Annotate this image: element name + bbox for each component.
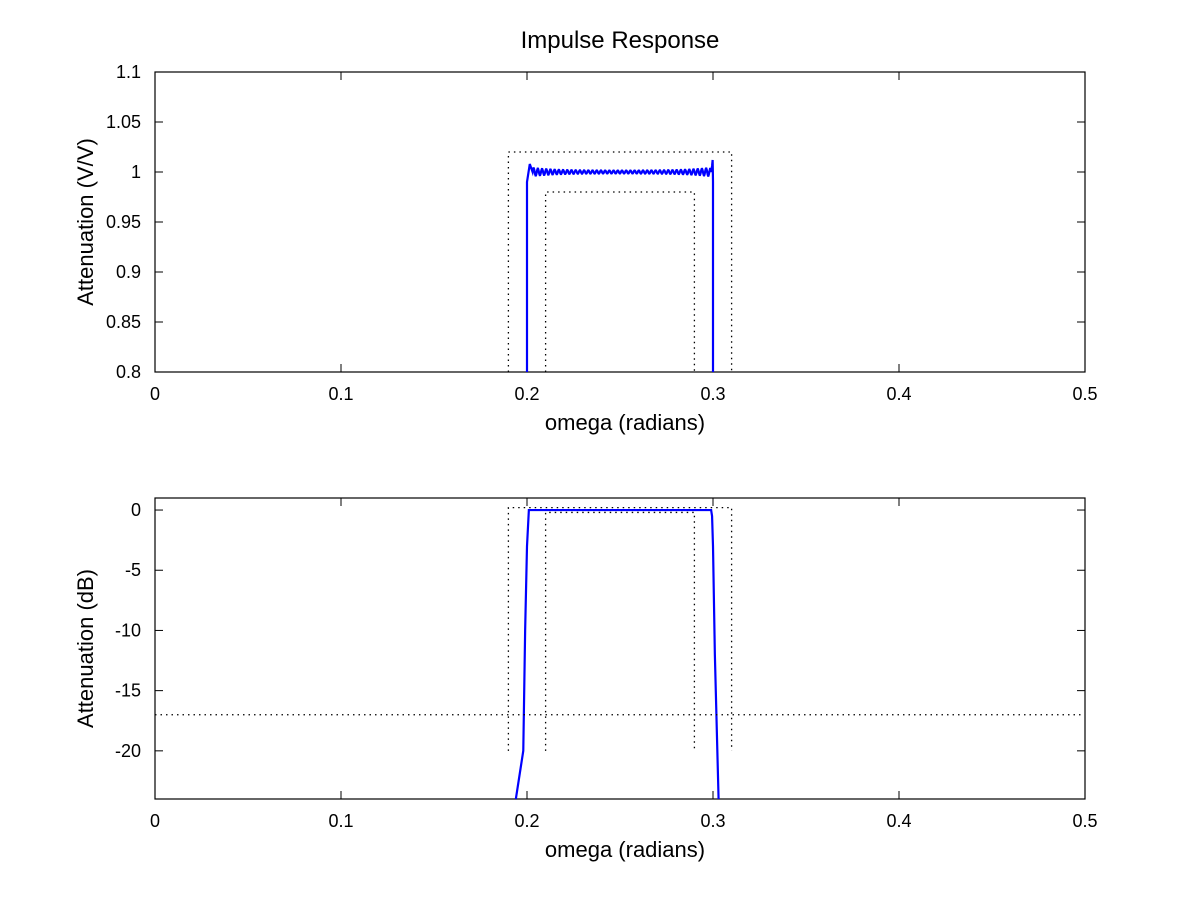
plot-frame — [154, 497, 1086, 800]
y-tick-label: -20 — [115, 741, 141, 761]
x-tick-label: 0.4 — [886, 384, 911, 404]
x-axis-label: omega (radians) — [545, 837, 705, 862]
y-tick-label: 0.9 — [116, 262, 141, 282]
series-line-magnitude-response-db- — [514, 508, 720, 799]
series-line-inner-bound — [544, 191, 696, 372]
bottom-panel-decibels: 0 0.1 0.2 0.3 0.4 0.5 -20 -15 -10 -5 0 omega (radia… — [73, 497, 1098, 862]
x-tick-label: 0.1 — [328, 384, 353, 404]
x-axis-label: omega (radians) — [545, 410, 705, 435]
x-tick-label: 0.3 — [700, 811, 725, 831]
x-tick-label: 0.1 — [328, 811, 353, 831]
chart-title: Impulse Response — [521, 27, 720, 54]
y-tick-label: 0.8 — [116, 362, 141, 382]
y-tick-label: 0.95 — [106, 212, 141, 232]
y-tick-label: -10 — [115, 620, 141, 640]
series-line-inner-bound — [544, 511, 696, 751]
y-tick-label: -5 — [125, 560, 141, 580]
x-tick-label: 0.5 — [1072, 384, 1097, 404]
series-line-outer-bound — [507, 506, 733, 751]
series-line-magnitude-response — [525, 159, 715, 372]
top-panel-magnitude: 0 0.1 0.2 0.3 0.4 0.5 0.8 0.85 0.9 0.95 1 1.05 1.1 om… — [73, 62, 1098, 435]
x-tick-label: 0.2 — [514, 384, 539, 404]
y-tick-label: 1 — [131, 162, 141, 182]
y-axis-label: Attenuation (V/V) — [73, 138, 98, 306]
y-tick-label: 1.05 — [106, 112, 141, 132]
x-tick-label: 0.4 — [886, 811, 911, 831]
x-tick-label: 0.2 — [514, 811, 539, 831]
y-tick-label: 0.85 — [106, 312, 141, 332]
x-tick-label: 0 — [150, 384, 160, 404]
x-tick-label: 0 — [150, 811, 160, 831]
y-tick-label: 1.1 — [116, 62, 141, 82]
x-tick-label: 0.3 — [700, 384, 725, 404]
y-axis-label: Attenuation (dB) — [73, 569, 98, 728]
y-tick-label: 0 — [131, 500, 141, 520]
series-line-outer-bound — [507, 151, 733, 372]
x-tick-label: 0.5 — [1072, 811, 1097, 831]
y-tick-label: -15 — [115, 681, 141, 701]
